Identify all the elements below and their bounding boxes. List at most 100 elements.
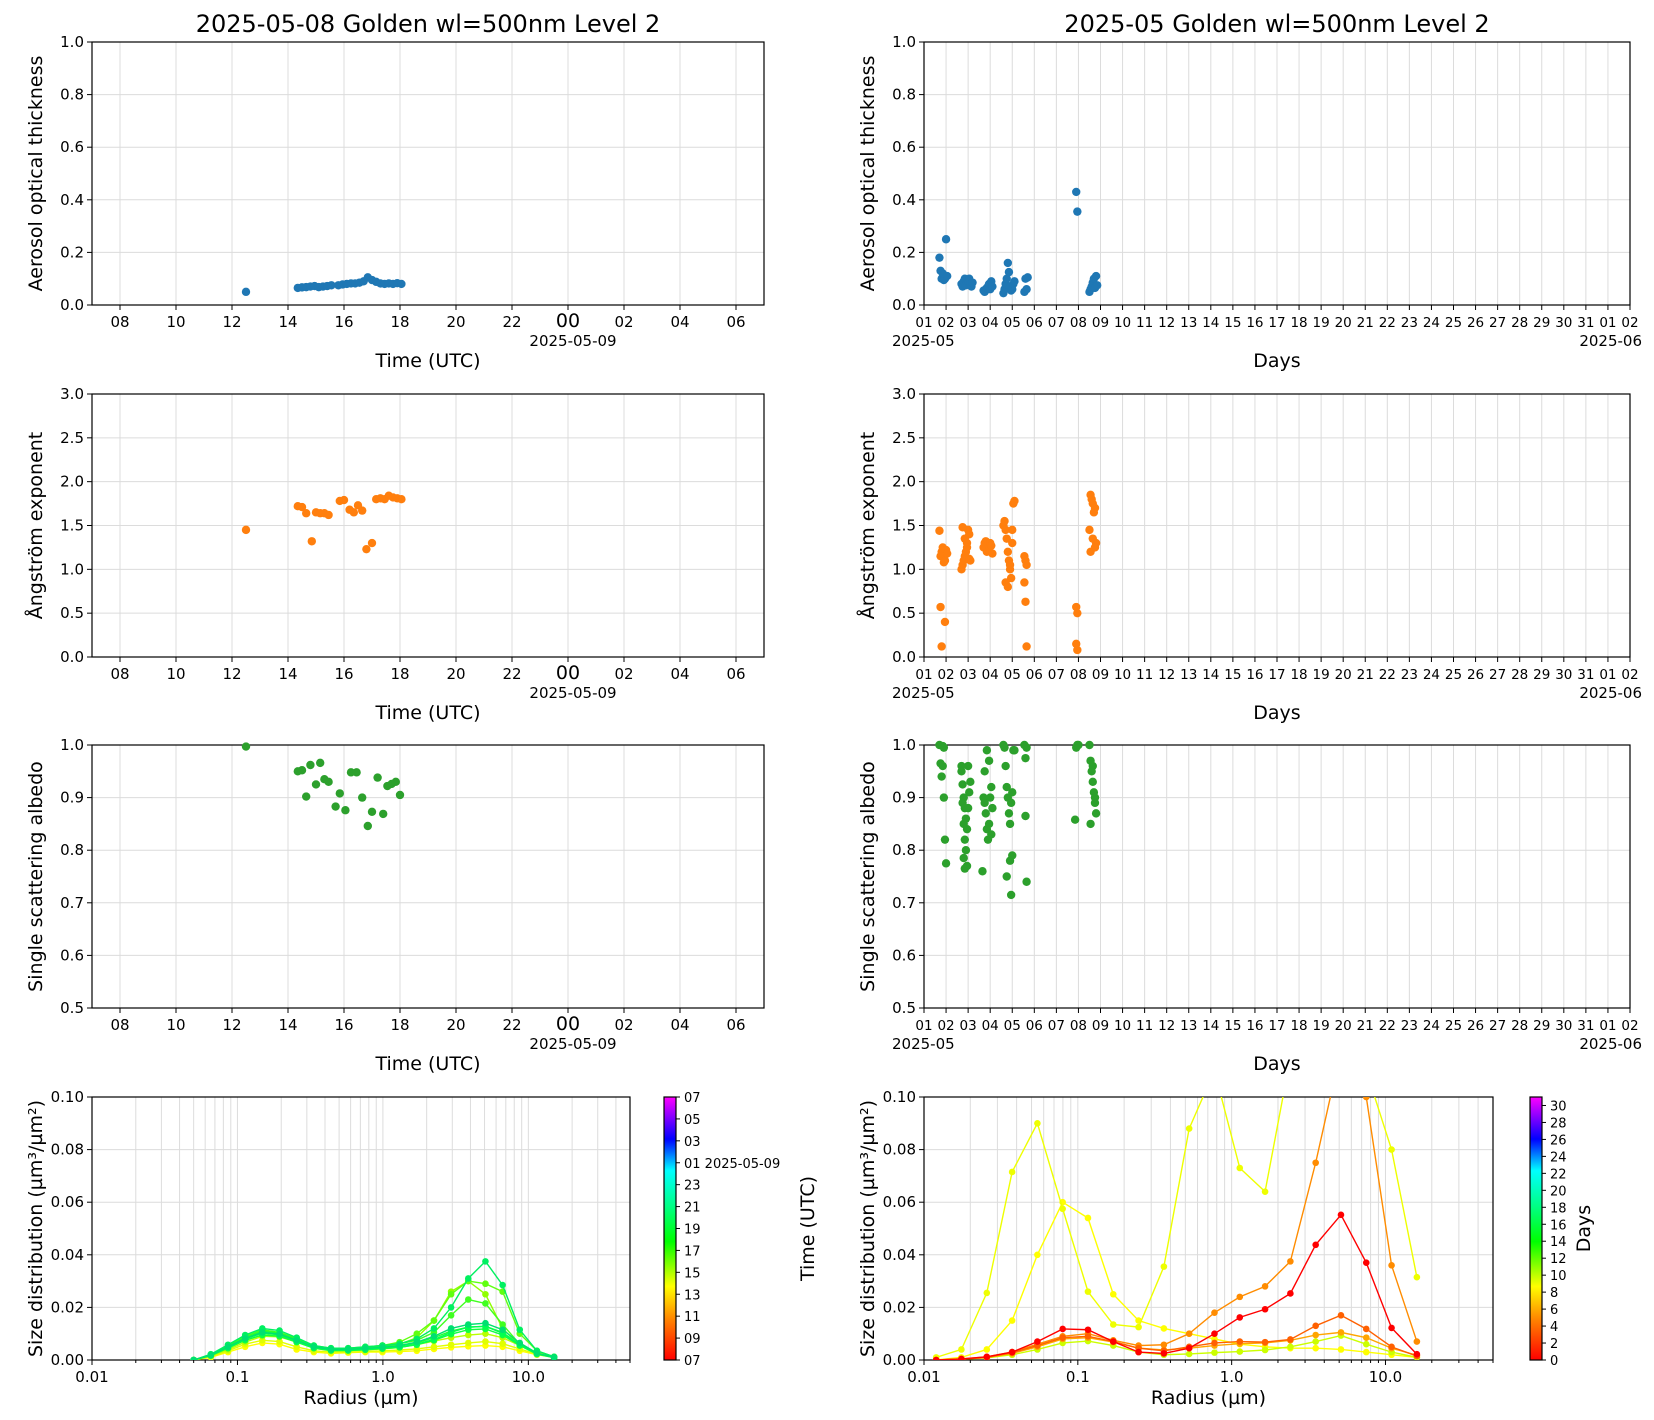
y-axis-label: Single scattering albedo	[25, 761, 47, 992]
data-point	[331, 802, 340, 811]
data-point	[1090, 543, 1100, 552]
x-tick-label: 27	[1489, 667, 1506, 683]
series-point	[259, 1329, 266, 1336]
x-date-label: 2025-05-09	[529, 332, 616, 350]
series-point	[464, 1321, 472, 1328]
data-point	[379, 809, 388, 819]
series-point	[1236, 1338, 1244, 1345]
series-line	[932, 1329, 1421, 1360]
x-date-label: 2025-05	[892, 684, 955, 702]
colorbar-tick-label: 23	[684, 1179, 701, 1194]
x-tick-label: 16	[334, 665, 353, 683]
y-tick-label: 0.0	[60, 296, 84, 314]
x-tick-label: 01	[1599, 667, 1616, 683]
x-tick-label: 20	[1335, 315, 1352, 331]
colorbar-label: Days	[1573, 1205, 1595, 1252]
series-group	[932, 1097, 1421, 1360]
series-point	[430, 1333, 438, 1340]
panel-aot-day: 0.0 0.2 0.4 0.6 0.8 1.0 08 10 12 14 16 18 20 22 00 02 04…	[25, 10, 765, 372]
data-point	[1088, 534, 1097, 543]
y-tick-label: 0.5	[60, 999, 84, 1017]
data-point	[942, 271, 952, 281]
series-point	[482, 1300, 489, 1307]
series-point	[1008, 1168, 1016, 1176]
y-tick-label: 1.0	[892, 33, 916, 51]
data-point	[1000, 743, 1009, 752]
x-tick-label: 0.1	[1066, 1368, 1090, 1386]
series-point	[1236, 1164, 1244, 1172]
series-point	[1185, 1330, 1193, 1337]
series-point	[1160, 1325, 1168, 1332]
chart-title: 2025-05 Golden wl=500nm Level 2	[1064, 10, 1489, 38]
colorbar-tick-label: 30	[1550, 1099, 1567, 1114]
x-tick-label: 22	[1379, 667, 1396, 683]
panel-aot-month: 0.0 0.2 0.4 0.6 0.8 1.0 01 02 03 04 05 06 07 08 09 10 11…	[857, 10, 1642, 372]
colorbar-tick-label: 15	[684, 1266, 701, 1281]
x-tick-label: 02	[937, 1018, 954, 1034]
x-tick-label: 23	[1401, 667, 1418, 683]
x-date-label: 2025-06	[1579, 684, 1642, 702]
x-tick-label: 14	[1202, 315, 1219, 331]
data-point	[935, 526, 944, 535]
data-point	[324, 510, 333, 520]
data-point	[1008, 851, 1017, 860]
x-tick-label: 0.01	[907, 1368, 940, 1386]
y-tick-label: 0.5	[892, 999, 916, 1017]
data-point	[395, 790, 405, 800]
x-tick-label: 29	[1533, 315, 1550, 331]
x-tick-label: 04	[670, 313, 689, 331]
x-tick-label: 07	[1048, 667, 1065, 683]
y-tick-label: 1.0	[60, 560, 84, 578]
x-tick-label: 13	[1180, 315, 1197, 331]
series-point	[1236, 1348, 1244, 1355]
series-line	[932, 1097, 1421, 1360]
x-tick-label: 05	[1004, 1018, 1021, 1034]
x-tick-label: 18	[390, 665, 409, 683]
x-tick-label: 03	[960, 1018, 977, 1034]
x-tick-label: 18	[390, 1016, 409, 1034]
x-tick-label: 14	[278, 313, 297, 331]
series-point	[1362, 1097, 1370, 1101]
colorbar-tick-label: 07	[684, 1091, 701, 1106]
x-tick-label: 18	[1290, 1018, 1307, 1034]
y-tick-label: 0.04	[51, 1246, 84, 1264]
data-point	[1008, 788, 1017, 797]
x-tick-label: 13	[1180, 1018, 1197, 1034]
y-tick-label: 0.6	[892, 138, 916, 156]
y-tick-label: 0.00	[883, 1351, 916, 1369]
x-tick-label: 19	[1313, 1018, 1330, 1034]
series-point	[1084, 1288, 1092, 1295]
colorbar-tick-label: 0	[1550, 1354, 1558, 1369]
series-point	[1008, 1348, 1016, 1356]
data-point	[1022, 877, 1031, 886]
data-point	[965, 554, 974, 564]
data-point	[1022, 743, 1031, 752]
x-tick-label: 01	[915, 667, 932, 683]
data-point	[1010, 277, 1019, 286]
x-tick-label: 15	[1224, 1018, 1241, 1034]
x-tick-label: 04	[982, 1018, 999, 1034]
series-point	[1135, 1323, 1142, 1331]
series-point	[1337, 1346, 1345, 1353]
data-point	[311, 780, 321, 789]
series-point	[1362, 1259, 1370, 1266]
x-tick-label: 09	[1092, 1018, 1109, 1034]
x-tick-label: 12	[1158, 1018, 1175, 1034]
x-tick-label: 14	[278, 665, 297, 683]
x-tick-label: 01	[915, 1018, 932, 1034]
x-axis-label: Time (UTC)	[374, 350, 480, 372]
data-point	[1008, 525, 1017, 535]
series-point	[1160, 1341, 1168, 1349]
x-date-label: 2025-06	[1579, 332, 1642, 350]
x-tick-label: 0.01	[75, 1368, 108, 1386]
colorbar-tick-label: 13	[684, 1288, 701, 1303]
x-date-label: 2025-05	[892, 1035, 955, 1053]
y-axis-label: Size distribution (µm³/µm²)	[857, 1100, 879, 1357]
series-point	[983, 1353, 991, 1360]
series-point	[1160, 1263, 1168, 1270]
data-point	[391, 777, 400, 787]
x-tick-label: 17	[1268, 667, 1285, 683]
series-point	[958, 1346, 965, 1353]
x-axis-label: Days	[1253, 1053, 1300, 1075]
data-point	[367, 807, 377, 817]
